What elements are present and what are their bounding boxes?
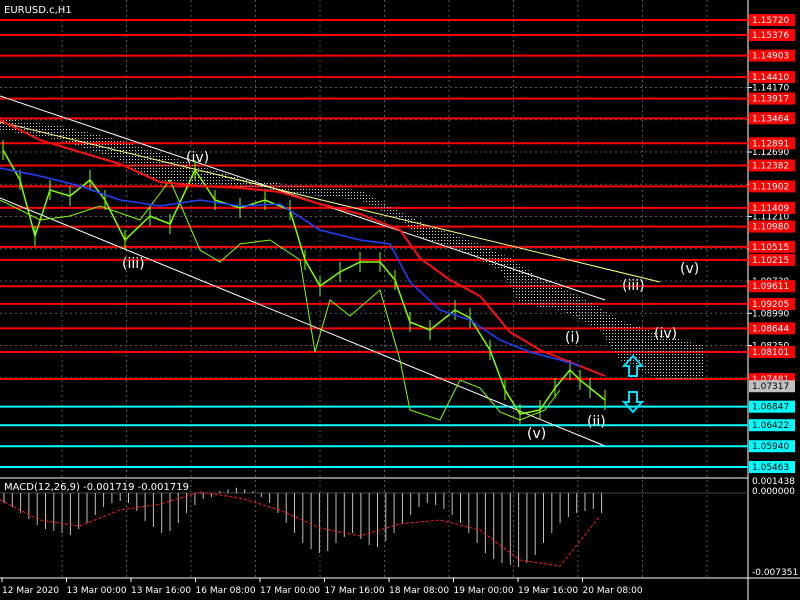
price-bars	[0, 140, 606, 424]
wave-label-i: (i)	[565, 330, 580, 346]
price-scale-label: 1.14170	[752, 84, 789, 94]
red-level-tag	[749, 49, 795, 62]
current-price-label: 1.07317	[752, 382, 789, 392]
macd-scale-label: 0.000000	[752, 487, 795, 497]
lagging-span-line	[0, 179, 561, 421]
cyan-level-tag-label: 1.05463	[752, 463, 789, 473]
cyan-level-tag-label: 1.05940	[752, 442, 789, 452]
red-level-tag-label: 1.09205	[752, 300, 789, 310]
red-level-tag	[749, 220, 795, 233]
red-level-tag-label: 1.11902	[752, 182, 789, 192]
price-scale-label: 1.12690	[752, 148, 789, 158]
red-level-tag	[749, 297, 795, 310]
cyan-levels	[0, 405, 748, 468]
macd-title: MACD(12,26,9) -0.001719 -0.001719	[4, 482, 189, 493]
red-moving-average	[0, 119, 606, 377]
down-arrow-icon[interactable]	[621, 391, 645, 414]
time-axis-label: 13 Mar 16:00	[131, 586, 191, 596]
macd-pane	[0, 487, 748, 567]
time-axis-label: 20 Mar 08:00	[583, 586, 643, 596]
red-level-tag-label: 1.10215	[752, 256, 789, 266]
cyan-level-tag	[749, 440, 795, 453]
red-level-tag	[749, 322, 795, 335]
red-level-tag	[749, 28, 795, 41]
cyan-level-tag-label: 1.06847	[752, 403, 789, 413]
red-level-tag-label: 1.14410	[752, 73, 789, 83]
cyan-level-tag-label: 1.06422	[752, 421, 789, 431]
red-level-tag-label: 1.10980	[752, 223, 789, 233]
time-axis-label: 17 Mar 16:00	[325, 586, 385, 596]
blue-moving-average	[0, 167, 581, 367]
red-level-tag	[749, 92, 795, 105]
macd-signal-line	[0, 491, 601, 567]
red-level-tag-label: 1.10515	[752, 243, 789, 253]
up-arrow-icon[interactable]	[621, 354, 645, 377]
red-level-tag	[749, 14, 795, 26]
red-level-tag	[749, 201, 795, 214]
time-axis-label: 17 Mar 00:00	[260, 586, 320, 596]
red-level-tag-label: 1.07481	[752, 375, 789, 385]
red-level-tag-label: 1.08644	[752, 324, 789, 334]
red-level-tag-label: 1.12891	[752, 139, 789, 149]
macd-scale-label: 0.001438	[752, 477, 795, 487]
red-level-tag	[749, 112, 795, 125]
time-axis-label: 19 Mar 16:00	[518, 586, 578, 596]
red-level-tag-label: 1.11409	[752, 204, 789, 214]
time-axis-label: 16 Mar 08:00	[196, 586, 256, 596]
price-scale-label: 1.08990	[752, 309, 789, 319]
cyan-level-tag	[749, 461, 795, 473]
cloud-area	[0, 118, 705, 380]
wave-label-ii: (ii)	[587, 414, 606, 430]
price-line	[2, 149, 606, 415]
wave-label-iii-left: (iii)	[122, 256, 145, 272]
red-level-tag	[749, 253, 795, 266]
time-axis: 12 Mar 2020 13 Mar 00:00 13 Mar 16:00 16 Ma…	[1, 578, 643, 596]
current-price-tag	[749, 380, 795, 393]
red-level-tag	[749, 137, 795, 150]
channel-lower-line	[0, 197, 606, 447]
red-level-tag	[749, 180, 795, 193]
trend-line	[0, 121, 661, 283]
price-scale-label: 1.11210	[752, 213, 789, 223]
grid	[0, 0, 748, 578]
wave-label-iii-proj: (iii)	[622, 278, 645, 294]
red-level-tag-label: 1.15720	[752, 16, 789, 26]
red-level-tag	[749, 280, 795, 293]
red-level-tag	[749, 240, 795, 253]
red-level-tag-label: 1.14903	[752, 52, 789, 62]
red-level-tag-label: 1.09611	[752, 282, 789, 292]
red-level-tag	[749, 346, 795, 359]
time-axis-label: 12 Mar 2020	[2, 586, 59, 596]
wave-label-iv-left: (iv)	[186, 150, 209, 166]
wave-label-v-low: (v)	[527, 426, 546, 442]
cyan-level-tag	[749, 400, 795, 413]
cyan-level-tag	[749, 419, 795, 432]
time-axis-label: 19 Mar 00:00	[454, 586, 514, 596]
macd-scale-label: -0.007351	[752, 568, 798, 578]
red-level-tag	[749, 71, 795, 84]
wave-label-v-proj: (v)	[680, 261, 699, 277]
symbol-title: EURUSD.c,H1	[4, 5, 72, 16]
time-axis-label: 18 Mar 08:00	[389, 586, 449, 596]
price-tags: 1.15720 1.15376 1.14903 1.14410 1.13917 1.134…	[749, 14, 795, 473]
moving-averages	[0, 119, 606, 377]
red-level-tag-label: 1.08101	[752, 348, 789, 358]
red-level-tag	[749, 159, 795, 172]
red-level-tag-label: 1.12382	[752, 161, 789, 171]
wave-label-iv-proj: (iv)	[654, 326, 677, 342]
red-level-tag-label: 1.13464	[752, 114, 789, 124]
red-level-tag-label: 1.13917	[752, 95, 789, 105]
red-level-tag-label: 1.15376	[752, 31, 789, 41]
time-axis-label: 13 Mar 00:00	[67, 586, 127, 596]
ichimoku-cloud	[0, 118, 705, 380]
